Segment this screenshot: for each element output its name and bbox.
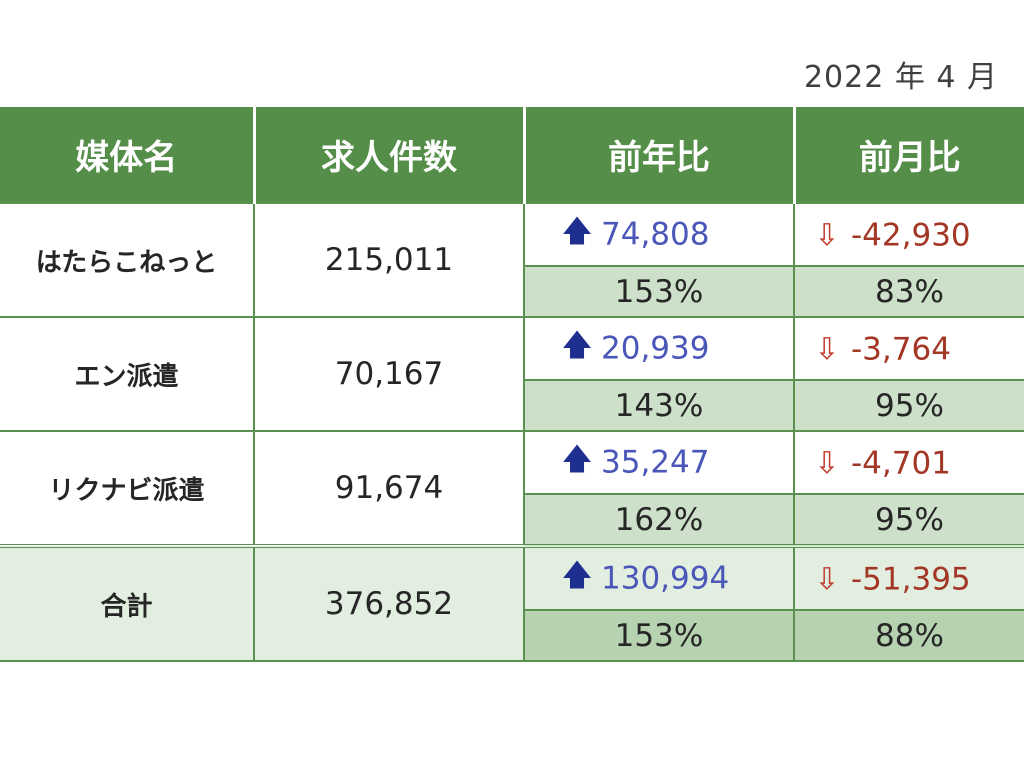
header-job-count: 求人件数 bbox=[252, 107, 526, 203]
media-name-cell: エン派遣 bbox=[0, 316, 255, 432]
total-label-cell: 合計 bbox=[0, 544, 255, 662]
total-yoy-pct-cell: 153% bbox=[524, 609, 795, 662]
yoy-diff-value: 20,939 bbox=[601, 330, 710, 367]
mom-diff-value: -4,701 bbox=[851, 445, 951, 482]
total-yoy-diff-value: 130,994 bbox=[601, 560, 730, 597]
total-yoy-diff-cell: 🡅 130,994 bbox=[523, 544, 795, 611]
yoy-diff-value: 74,808 bbox=[601, 216, 710, 253]
header-media-name: 媒体名 bbox=[0, 107, 256, 203]
table-row: エン派遣 70,167 🡅 20,939 ⇩ -3,764 bbox=[0, 316, 1024, 432]
yoy-diff-cell: 🡅 35,247 bbox=[523, 430, 795, 495]
table-header-row: 媒体名 求人件数 前年比 前月比 bbox=[0, 107, 1024, 203]
job-count-cell: 70,167 bbox=[253, 316, 525, 432]
mom-pct-cell: 83% bbox=[793, 265, 1024, 318]
mom-diff-cell: ⇩ -42,930 bbox=[793, 202, 1024, 267]
arrow-down-outline-icon: ⇩ bbox=[814, 561, 840, 597]
yoy-pct-cell: 162% bbox=[524, 493, 795, 547]
arrow-up-icon: 🡅 bbox=[561, 558, 593, 593]
arrow-up-icon: 🡅 bbox=[561, 442, 593, 477]
yoy-diff-cell: 🡅 74,808 bbox=[523, 202, 795, 267]
media-name-cell: リクナビ派遣 bbox=[0, 430, 255, 547]
job-listing-table: 媒体名 求人件数 前年比 前月比 はたらこねっと 215,011 🡅 74,808… bbox=[0, 107, 1024, 662]
yoy-pct-cell: 143% bbox=[524, 379, 795, 432]
yoy-diff-cell: 🡅 20,939 bbox=[523, 316, 795, 381]
header-month-over-month: 前月比 bbox=[792, 107, 1024, 203]
total-row: 合計 376,852 🡅 130,994 ⇩ -51,395 bbox=[0, 544, 1024, 662]
media-name-cell: はたらこねっと bbox=[0, 202, 255, 318]
arrow-down-outline-icon: ⇩ bbox=[814, 217, 840, 253]
job-count-cell: 215,011 bbox=[253, 202, 525, 318]
arrow-up-icon: 🡅 bbox=[561, 328, 593, 363]
job-count-cell: 91,674 bbox=[253, 430, 525, 547]
header-year-over-year: 前年比 bbox=[522, 107, 796, 203]
mom-pct-cell: 95% bbox=[793, 379, 1024, 432]
yoy-diff-value: 35,247 bbox=[601, 444, 710, 481]
total-count-cell: 376,852 bbox=[253, 544, 525, 662]
total-mom-diff-value: -51,395 bbox=[851, 561, 971, 598]
mom-diff-cell: ⇩ -3,764 bbox=[793, 316, 1024, 381]
table-row-pct: 162% 95% bbox=[0, 493, 1024, 547]
table-row-pct: 153% 83% bbox=[0, 265, 1024, 318]
arrow-down-outline-icon: ⇩ bbox=[814, 331, 840, 367]
yoy-pct-cell: 153% bbox=[524, 265, 795, 318]
table-row-pct: 143% 95% bbox=[0, 379, 1024, 432]
table-row: リクナビ派遣 91,674 🡅 35,247 ⇩ -4,701 bbox=[0, 430, 1024, 547]
mom-diff-value: -3,764 bbox=[851, 331, 951, 368]
table-row: はたらこねっと 215,011 🡅 74,808 ⇩ -42,930 bbox=[0, 202, 1024, 318]
total-row-pct: 153% 88% bbox=[0, 609, 1024, 662]
total-mom-diff-cell: ⇩ -51,395 bbox=[793, 544, 1024, 611]
arrow-up-icon: 🡅 bbox=[561, 214, 593, 249]
mom-diff-cell: ⇩ -4,701 bbox=[793, 430, 1024, 495]
total-mom-pct-cell: 88% bbox=[793, 609, 1024, 662]
report-date: 2022 年 4 月 bbox=[803, 60, 998, 95]
mom-diff-value: -42,930 bbox=[851, 217, 971, 254]
mom-pct-cell: 95% bbox=[793, 493, 1024, 547]
arrow-down-outline-icon: ⇩ bbox=[814, 445, 840, 481]
